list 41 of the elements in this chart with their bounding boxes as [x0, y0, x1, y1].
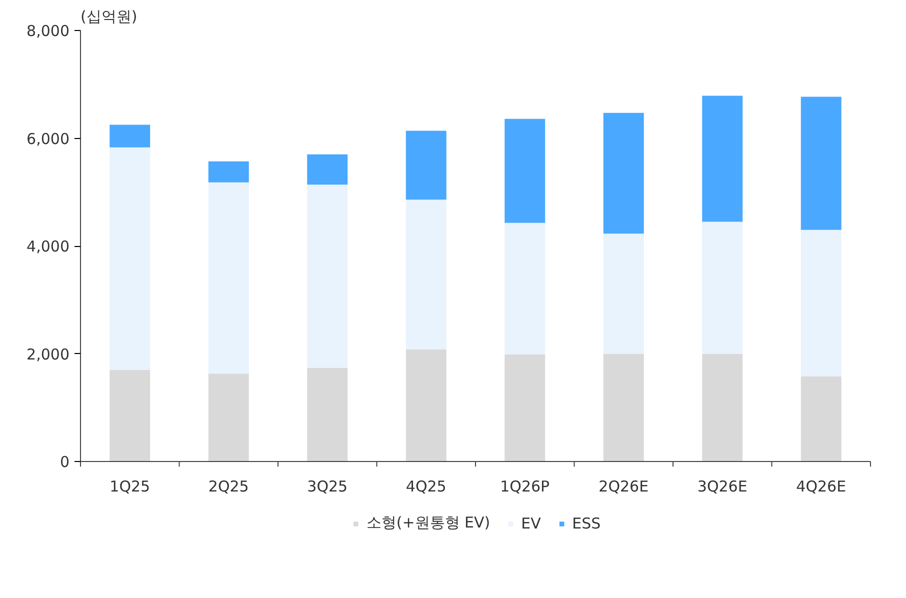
bar [307, 184, 348, 368]
bar [307, 154, 348, 185]
y-tick-label: 0 [60, 453, 70, 471]
bar [110, 124, 150, 148]
bar [800, 96, 842, 230]
bar [504, 118, 546, 223]
bar [603, 234, 644, 354]
bar [406, 130, 446, 200]
bar [110, 370, 150, 462]
y-tick-label: 4,000 [26, 238, 70, 256]
x-tick-label: 4Q25 [406, 478, 446, 496]
bar [504, 222, 546, 354]
y-tick-label: 8,000 [26, 22, 70, 40]
legend-label: EV [521, 514, 542, 532]
bar [702, 354, 743, 462]
bar [702, 222, 743, 354]
x-tick-label: 2Q25 [208, 478, 249, 496]
bar [307, 368, 348, 462]
y-axis-title: (십억원) [80, 8, 138, 26]
bar [208, 182, 249, 374]
y-tick-label: 2,000 [26, 345, 70, 364]
y-tick-label: 6,000 [26, 130, 70, 148]
bar [208, 161, 249, 182]
x-tick-label: 1Q25 [110, 478, 150, 496]
bar [208, 374, 249, 462]
bar [702, 96, 743, 222]
bar [504, 354, 546, 462]
bar [406, 349, 446, 462]
bar [406, 200, 446, 350]
x-tick-label: 2Q26E [598, 478, 649, 496]
bar [110, 147, 150, 370]
bar [800, 230, 842, 376]
legend-label: 소형(+원통형 EV) [366, 514, 490, 532]
bar [603, 354, 644, 462]
x-tick-label: 3Q25 [307, 478, 348, 496]
bar [603, 112, 644, 234]
x-tick-label: 4Q26E [796, 478, 846, 496]
legend-label: ESS [572, 514, 601, 532]
bar [800, 376, 842, 462]
x-tick-label: 3Q26E [697, 478, 748, 496]
x-tick-label: 1Q26P [500, 478, 550, 496]
